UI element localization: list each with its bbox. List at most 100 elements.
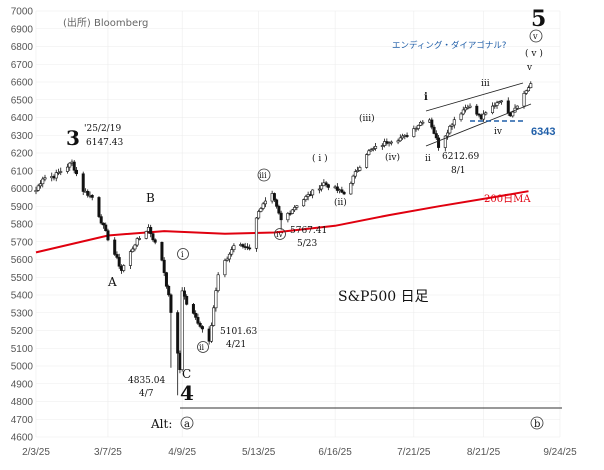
candle	[500, 100, 504, 105]
candle-body	[430, 119, 434, 128]
candle-body	[522, 93, 526, 107]
candle	[56, 168, 60, 176]
candle-body	[106, 230, 110, 241]
candle	[117, 253, 121, 269]
candle-body	[54, 172, 58, 179]
candle	[133, 243, 137, 252]
candle-body	[101, 222, 105, 226]
candle	[137, 236, 141, 241]
candle	[54, 169, 58, 182]
candle-body	[169, 294, 173, 313]
candle	[419, 120, 423, 127]
candle-body	[180, 290, 184, 370]
candle	[36, 183, 40, 192]
candle	[529, 81, 533, 89]
candle	[295, 205, 299, 211]
candle	[349, 181, 353, 195]
circle-i-marker	[177, 248, 189, 260]
candle	[484, 111, 488, 116]
candle-body	[286, 213, 290, 221]
wave-3-label: 3	[66, 126, 80, 150]
candle-body	[482, 113, 486, 120]
candle	[288, 210, 292, 216]
circle-v-marker	[529, 29, 543, 43]
candle	[128, 249, 132, 270]
circle-iv-marker	[274, 228, 286, 240]
candle-body	[414, 128, 418, 130]
x-axis-tick-labels: 2/3/25 3/7/25 4/9/25 5/13/25 6/16/25 7/21/25 8…	[22, 447, 577, 458]
candle	[416, 124, 420, 131]
candle-body	[495, 102, 499, 106]
candle	[101, 222, 105, 229]
x-tick-label: 4/9/25	[168, 447, 196, 458]
candle-body	[464, 107, 468, 111]
y-tick-label: 5200	[11, 326, 34, 337]
candle	[230, 246, 234, 257]
y-tick-label: 4900	[11, 379, 34, 390]
candle-body	[500, 100, 504, 103]
source-note: (出所) Bloomberg	[63, 16, 148, 29]
candle-body	[209, 325, 213, 342]
paren-i-label: ( i )	[312, 153, 328, 164]
candle	[68, 162, 72, 171]
candle	[497, 100, 501, 104]
candle-body	[90, 195, 94, 198]
candle	[254, 217, 258, 252]
candle-body	[443, 135, 447, 148]
y-tick-label: 5900	[11, 202, 34, 213]
candle-body	[191, 304, 195, 314]
candle-body	[369, 149, 373, 152]
candle-body	[117, 257, 121, 267]
candle	[491, 102, 495, 115]
candle	[74, 167, 78, 177]
candle-body	[459, 113, 463, 121]
candle-body	[56, 172, 60, 174]
overlays	[180, 82, 562, 409]
candle-body	[493, 105, 497, 107]
x-tick-label: 9/24/25	[543, 447, 577, 458]
sub-iv-label: iv	[494, 127, 503, 137]
candle-body	[185, 295, 189, 305]
candle-body	[367, 150, 371, 155]
candle-body	[524, 90, 528, 94]
candle	[241, 243, 245, 249]
y-tick-label: 5700	[11, 237, 34, 248]
candle	[302, 198, 306, 207]
candle-body	[290, 209, 294, 214]
candle	[257, 209, 261, 220]
wave-4-date: 4/7	[139, 389, 154, 399]
candle	[401, 133, 405, 140]
candle	[374, 143, 378, 151]
candle	[225, 256, 229, 262]
candle	[212, 305, 216, 327]
y-tick-label: 5100	[11, 344, 34, 355]
candle	[200, 325, 204, 333]
candle	[317, 185, 321, 194]
candle-body	[223, 260, 227, 276]
candle	[511, 110, 515, 118]
candle	[286, 211, 290, 223]
candle	[151, 232, 155, 242]
diagonal-upper-line	[425, 82, 524, 112]
sub-i-label: i	[424, 92, 428, 103]
candle-body	[68, 162, 72, 168]
candle	[160, 241, 164, 262]
candle-body	[311, 189, 315, 196]
candle-body	[389, 141, 393, 144]
level-6343-label: 6343	[531, 126, 555, 138]
candle	[405, 132, 409, 138]
wave-4-label: 4	[180, 381, 194, 405]
candle	[86, 189, 90, 198]
y-tick-label: 6000	[11, 184, 34, 195]
candle	[398, 134, 402, 142]
candle-body	[99, 216, 103, 224]
candles	[34, 81, 533, 396]
alt-a-marker	[180, 416, 194, 430]
candle-body	[128, 251, 132, 266]
paren-ii-label: (ii)	[334, 197, 347, 208]
candle-body	[358, 167, 362, 171]
circle-iii-label: iii	[259, 171, 267, 180]
candle	[41, 176, 45, 188]
candle	[495, 100, 499, 109]
